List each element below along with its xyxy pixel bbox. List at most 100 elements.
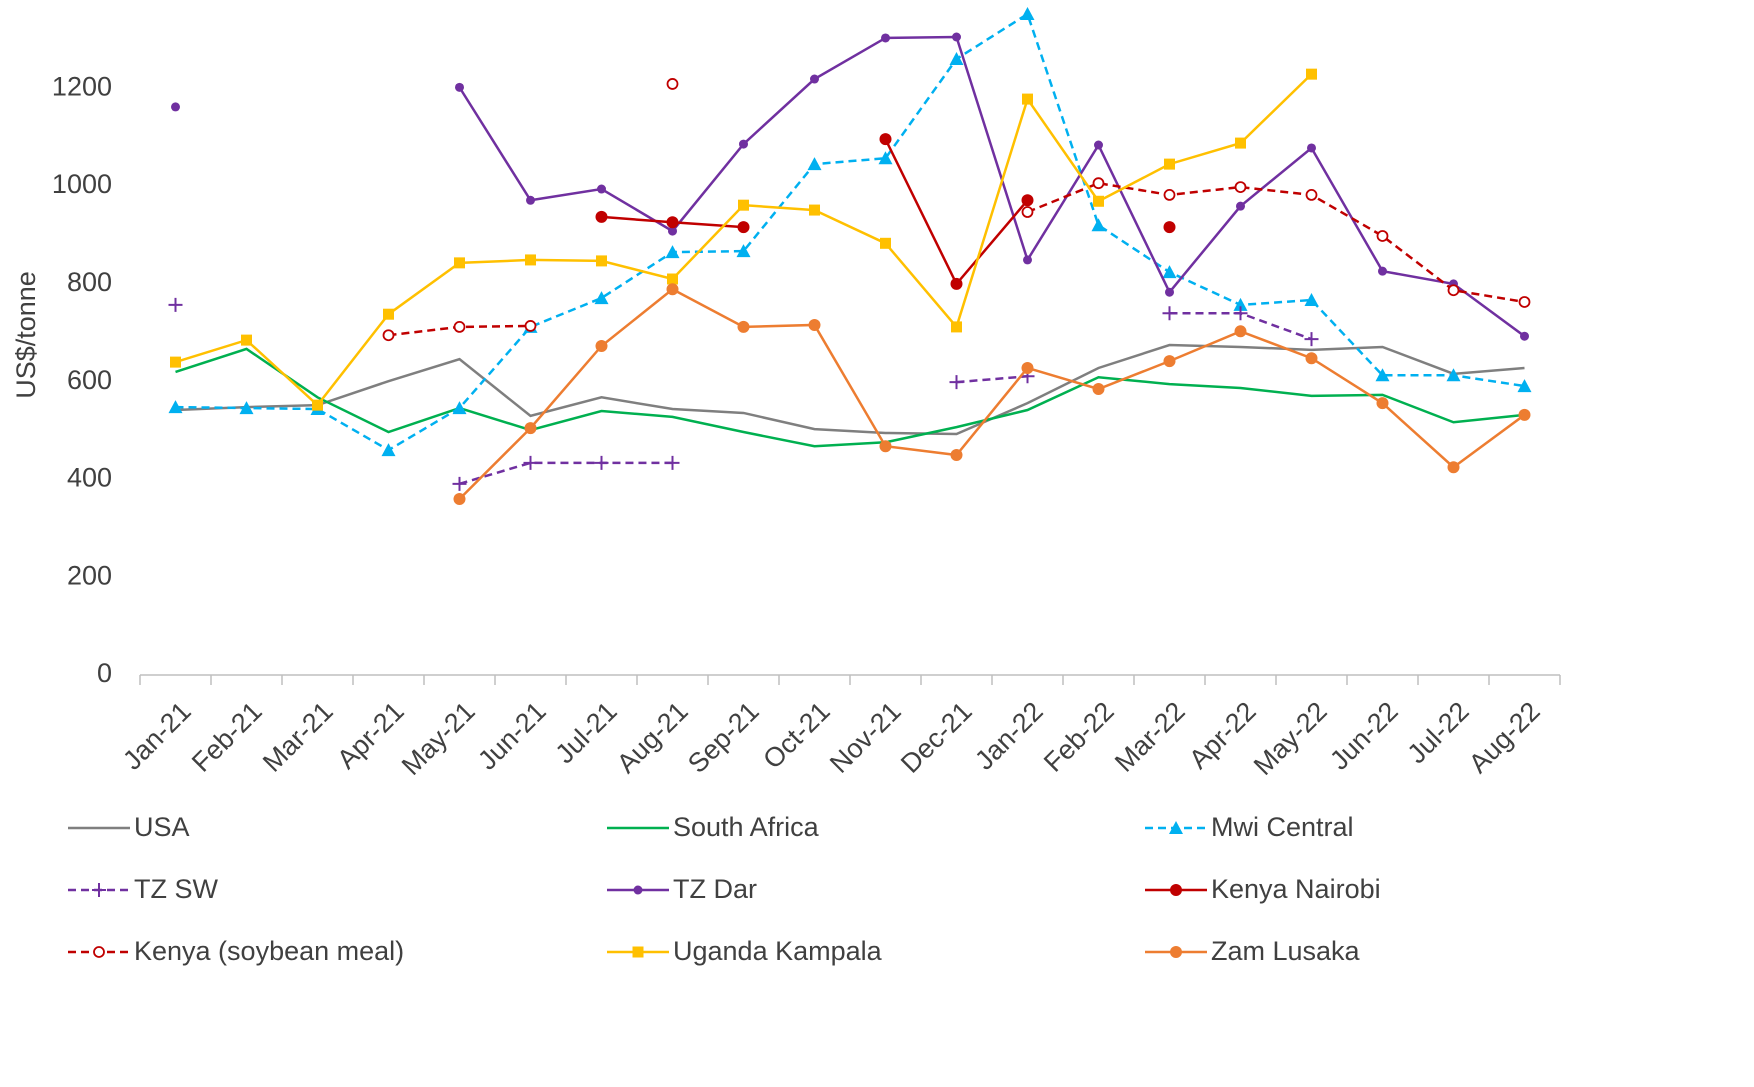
x-tick-label: Feb-21 — [186, 696, 268, 778]
point-marker — [524, 320, 537, 332]
point-marker — [951, 321, 962, 333]
point-marker — [1092, 177, 1105, 190]
point-marker — [1305, 189, 1318, 201]
legend-label: Kenya Nairobi — [1211, 874, 1381, 904]
point-marker — [455, 82, 464, 92]
point-marker — [1162, 265, 1177, 279]
y-tick-label: 200 — [67, 560, 112, 590]
point-marker — [1376, 230, 1389, 242]
x-tick-label: Jun-22 — [1324, 696, 1404, 776]
point-marker — [666, 78, 679, 90]
point-marker — [1236, 201, 1245, 211]
legend-label: Mwi Central — [1211, 812, 1354, 842]
point-marker — [950, 277, 963, 290]
point-marker — [1378, 266, 1387, 276]
point-marker — [1375, 368, 1390, 382]
point-marker — [1304, 293, 1319, 307]
legend-marker — [92, 883, 106, 897]
point-marker — [1020, 7, 1035, 21]
legend-label: Kenya (soybean meal) — [134, 936, 404, 966]
x-tick-label: Aug-21 — [611, 696, 694, 779]
point-marker — [454, 257, 465, 269]
point-marker — [597, 184, 606, 194]
point-marker — [1022, 93, 1033, 105]
legend-label: USA — [134, 812, 190, 842]
y-tick-label: 600 — [67, 365, 112, 395]
y-tick-label: 1200 — [52, 71, 112, 101]
point-marker — [595, 210, 608, 223]
point-marker — [526, 195, 535, 205]
point-marker — [809, 204, 820, 216]
point-marker — [949, 52, 964, 65]
point-marker — [737, 320, 750, 333]
point-marker — [1307, 143, 1316, 153]
point-marker — [1163, 189, 1176, 201]
series-line — [459, 311, 1312, 486]
y-tick-label: 800 — [67, 267, 112, 297]
x-tick-label: Aug-22 — [1463, 696, 1546, 779]
y-tick-label: 400 — [67, 463, 112, 493]
point-marker — [1447, 284, 1460, 297]
point-marker — [1234, 325, 1247, 338]
point-marker — [1021, 194, 1034, 207]
y-tick-label: 0 — [97, 658, 112, 688]
point-marker — [1235, 137, 1246, 149]
series-line — [175, 347, 1525, 448]
point-marker — [879, 133, 892, 146]
point-marker — [595, 339, 608, 352]
point-marker — [1306, 68, 1317, 80]
legend-marker — [93, 946, 105, 958]
point-marker — [952, 32, 961, 42]
legend-label: Uganda Kampala — [673, 936, 883, 966]
point-marker — [312, 399, 323, 411]
point-marker — [383, 308, 394, 320]
point-marker — [1164, 158, 1175, 170]
point-marker — [168, 400, 183, 414]
point-marker — [881, 33, 890, 43]
point-marker — [171, 102, 180, 112]
point-marker — [668, 226, 677, 236]
point-marker — [1305, 352, 1318, 365]
point-marker — [523, 455, 538, 470]
x-tick-label: Mar-21 — [257, 696, 339, 778]
point-marker — [1234, 181, 1247, 193]
point-marker — [665, 455, 680, 470]
point-marker — [168, 297, 183, 312]
x-tick-label: May-22 — [1248, 696, 1333, 781]
point-marker — [1446, 368, 1461, 382]
point-marker — [1304, 332, 1319, 347]
point-marker — [453, 321, 466, 333]
point-marker — [737, 221, 750, 234]
legend-marker — [1169, 821, 1183, 834]
point-marker — [950, 449, 963, 461]
point-marker — [1520, 331, 1529, 341]
point-marker — [1094, 140, 1103, 150]
x-tick-label: May-21 — [396, 696, 481, 781]
point-marker — [1517, 379, 1532, 393]
point-marker — [666, 216, 679, 229]
point-marker — [878, 151, 893, 165]
point-marker — [1021, 361, 1034, 374]
point-marker — [241, 334, 252, 346]
point-marker — [810, 74, 819, 84]
point-marker — [381, 443, 396, 457]
point-marker — [1233, 297, 1248, 311]
point-marker — [736, 244, 751, 258]
point-marker — [1233, 306, 1248, 321]
point-marker — [1518, 408, 1531, 421]
legend-marker — [632, 946, 644, 958]
x-tick-label: Nov-21 — [824, 696, 907, 779]
point-marker — [949, 375, 964, 390]
point-marker — [666, 283, 679, 296]
point-marker — [880, 237, 891, 249]
point-marker — [382, 329, 395, 342]
point-marker — [594, 455, 609, 470]
x-tick-label: Sep-21 — [682, 696, 765, 779]
point-marker — [1163, 355, 1176, 368]
point-marker — [452, 401, 467, 415]
point-marker — [594, 291, 609, 305]
point-marker — [524, 422, 537, 435]
legend-label: TZ SW — [134, 874, 218, 904]
x-tick-label: Oct-21 — [757, 696, 836, 775]
